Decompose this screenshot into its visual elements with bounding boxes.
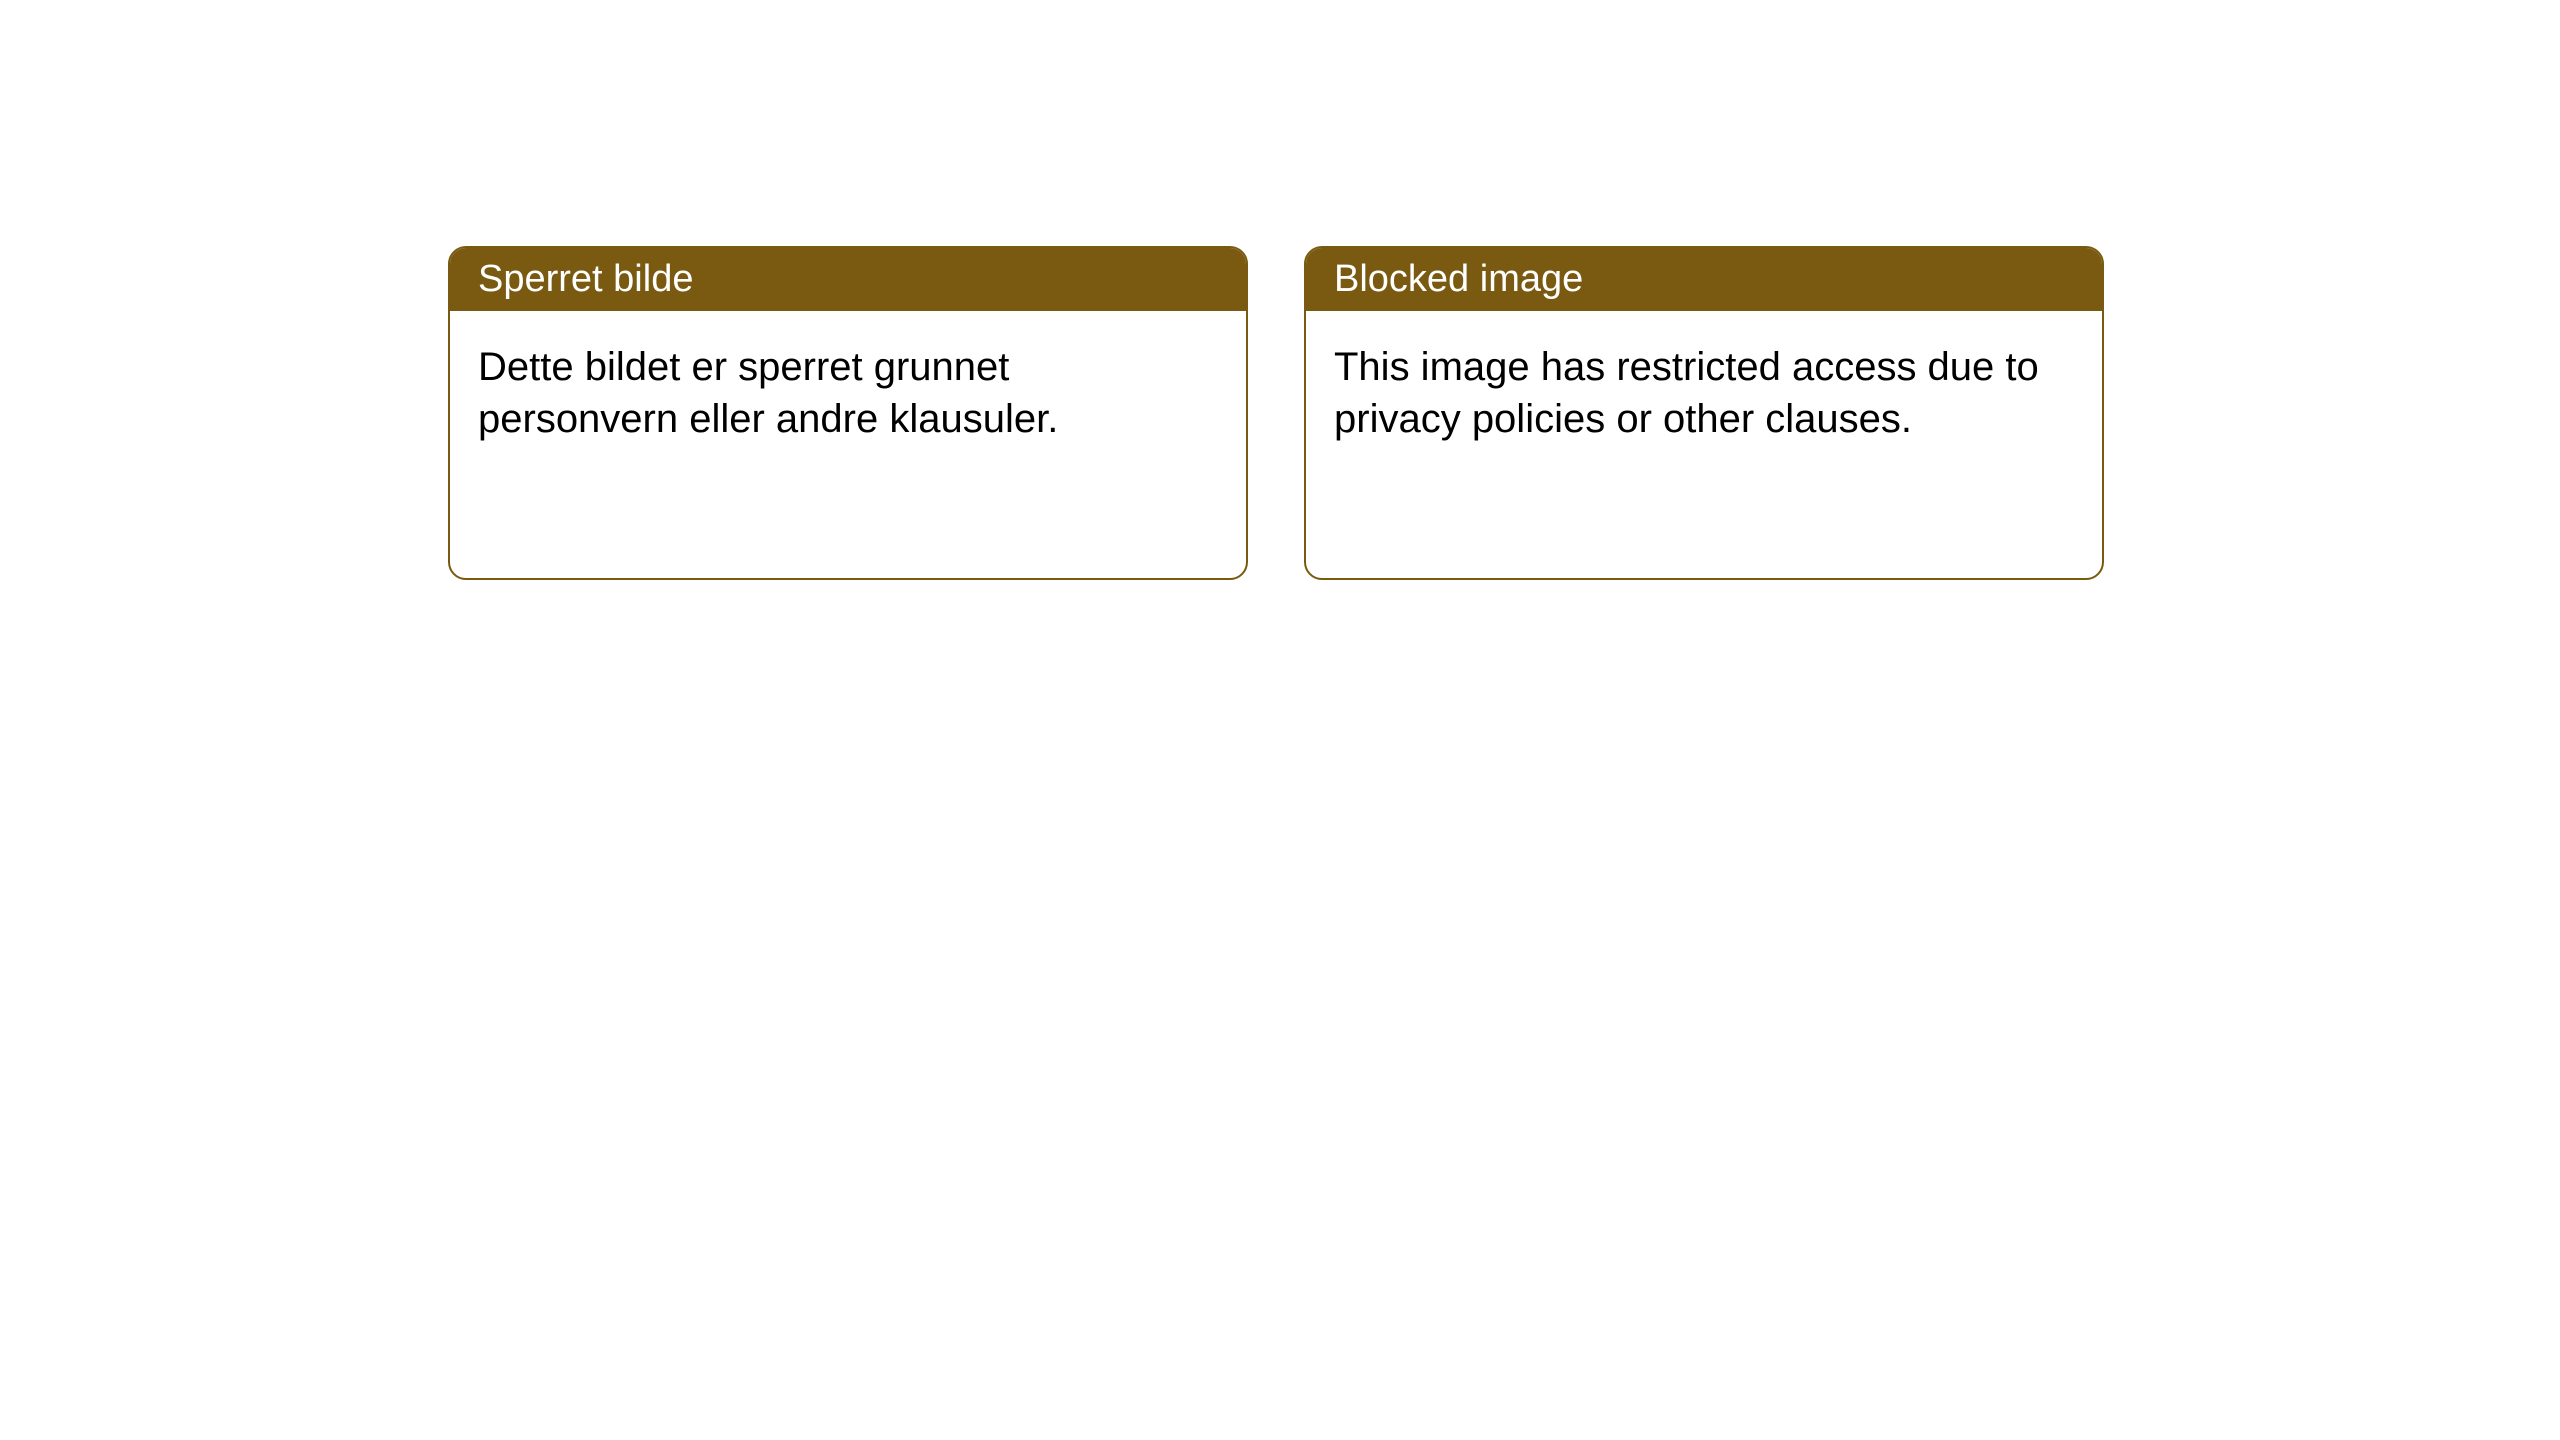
notice-box-english: Blocked image This image has restricted … xyxy=(1304,246,2104,580)
notice-container: Sperret bilde Dette bildet er sperret gr… xyxy=(448,246,2104,580)
notice-title: Sperret bilde xyxy=(478,258,693,300)
notice-text: Dette bildet er sperret grunnet personve… xyxy=(478,345,1058,441)
notice-body: Dette bildet er sperret grunnet personve… xyxy=(450,311,1246,475)
notice-header: Blocked image xyxy=(1306,248,2102,311)
notice-box-norwegian: Sperret bilde Dette bildet er sperret gr… xyxy=(448,246,1248,580)
notice-text: This image has restricted access due to … xyxy=(1334,345,2039,441)
notice-title: Blocked image xyxy=(1334,258,1583,300)
notice-header: Sperret bilde xyxy=(450,248,1246,311)
notice-body: This image has restricted access due to … xyxy=(1306,311,2102,475)
